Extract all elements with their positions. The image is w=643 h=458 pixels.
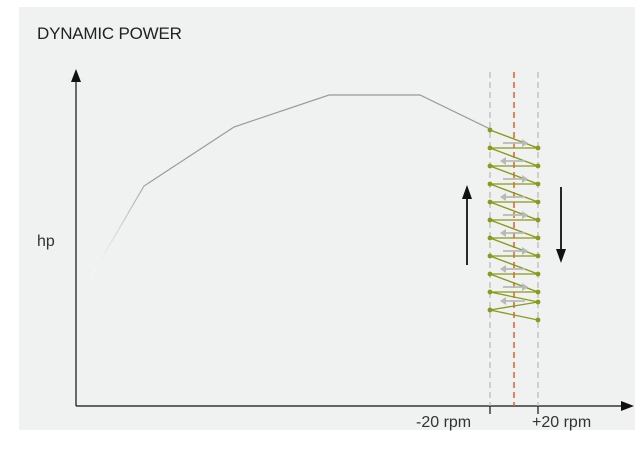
oscillation-point — [487, 307, 493, 313]
power-curve — [91, 94, 491, 276]
oscillation-point — [487, 163, 493, 169]
step-arrow — [500, 265, 525, 273]
upper-band-label: +20 rpm — [532, 414, 592, 431]
oscillation-point — [535, 317, 541, 323]
oscillation-zigzag — [487, 127, 541, 323]
oscillation-point — [487, 127, 493, 133]
oscillation-point — [487, 271, 493, 277]
oscillation-point — [535, 235, 541, 241]
oscillation-point — [487, 235, 493, 241]
oscillation-point — [535, 289, 541, 295]
step-arrow — [500, 157, 525, 165]
oscillation-point — [487, 181, 493, 187]
oscillation-point — [487, 253, 493, 259]
step-arrow — [503, 247, 528, 255]
step-arrow — [503, 283, 528, 291]
step-arrow — [503, 175, 528, 183]
oscillation-point — [535, 181, 541, 187]
oscillation-point — [535, 145, 541, 151]
oscillation-point — [487, 199, 493, 205]
oscillation-point — [487, 145, 493, 151]
oscillation-point — [535, 163, 541, 169]
step-arrow — [503, 211, 528, 219]
oscillation-point — [535, 253, 541, 259]
oscillation-point — [535, 271, 541, 277]
oscillation-point — [535, 217, 541, 223]
oscillation-point — [535, 199, 541, 205]
diagram-title: DYNAMIC POWER — [37, 24, 182, 43]
arrow-down-icon — [556, 187, 566, 263]
step-arrow — [503, 139, 528, 147]
step-arrow — [500, 229, 525, 237]
step-arrow — [500, 297, 525, 305]
oscillation-point — [535, 299, 541, 305]
y-axis-label: hp — [37, 233, 55, 250]
x-axis-arrowhead — [621, 401, 634, 411]
arrow-up-icon — [462, 185, 472, 265]
oscillation-path — [489, 129, 539, 321]
y-axis-arrowhead — [71, 69, 81, 82]
step-arrow — [500, 193, 525, 201]
oscillation-point — [487, 289, 493, 295]
lower-band-label: -20 rpm — [416, 414, 472, 431]
oscillation-point — [487, 217, 493, 223]
